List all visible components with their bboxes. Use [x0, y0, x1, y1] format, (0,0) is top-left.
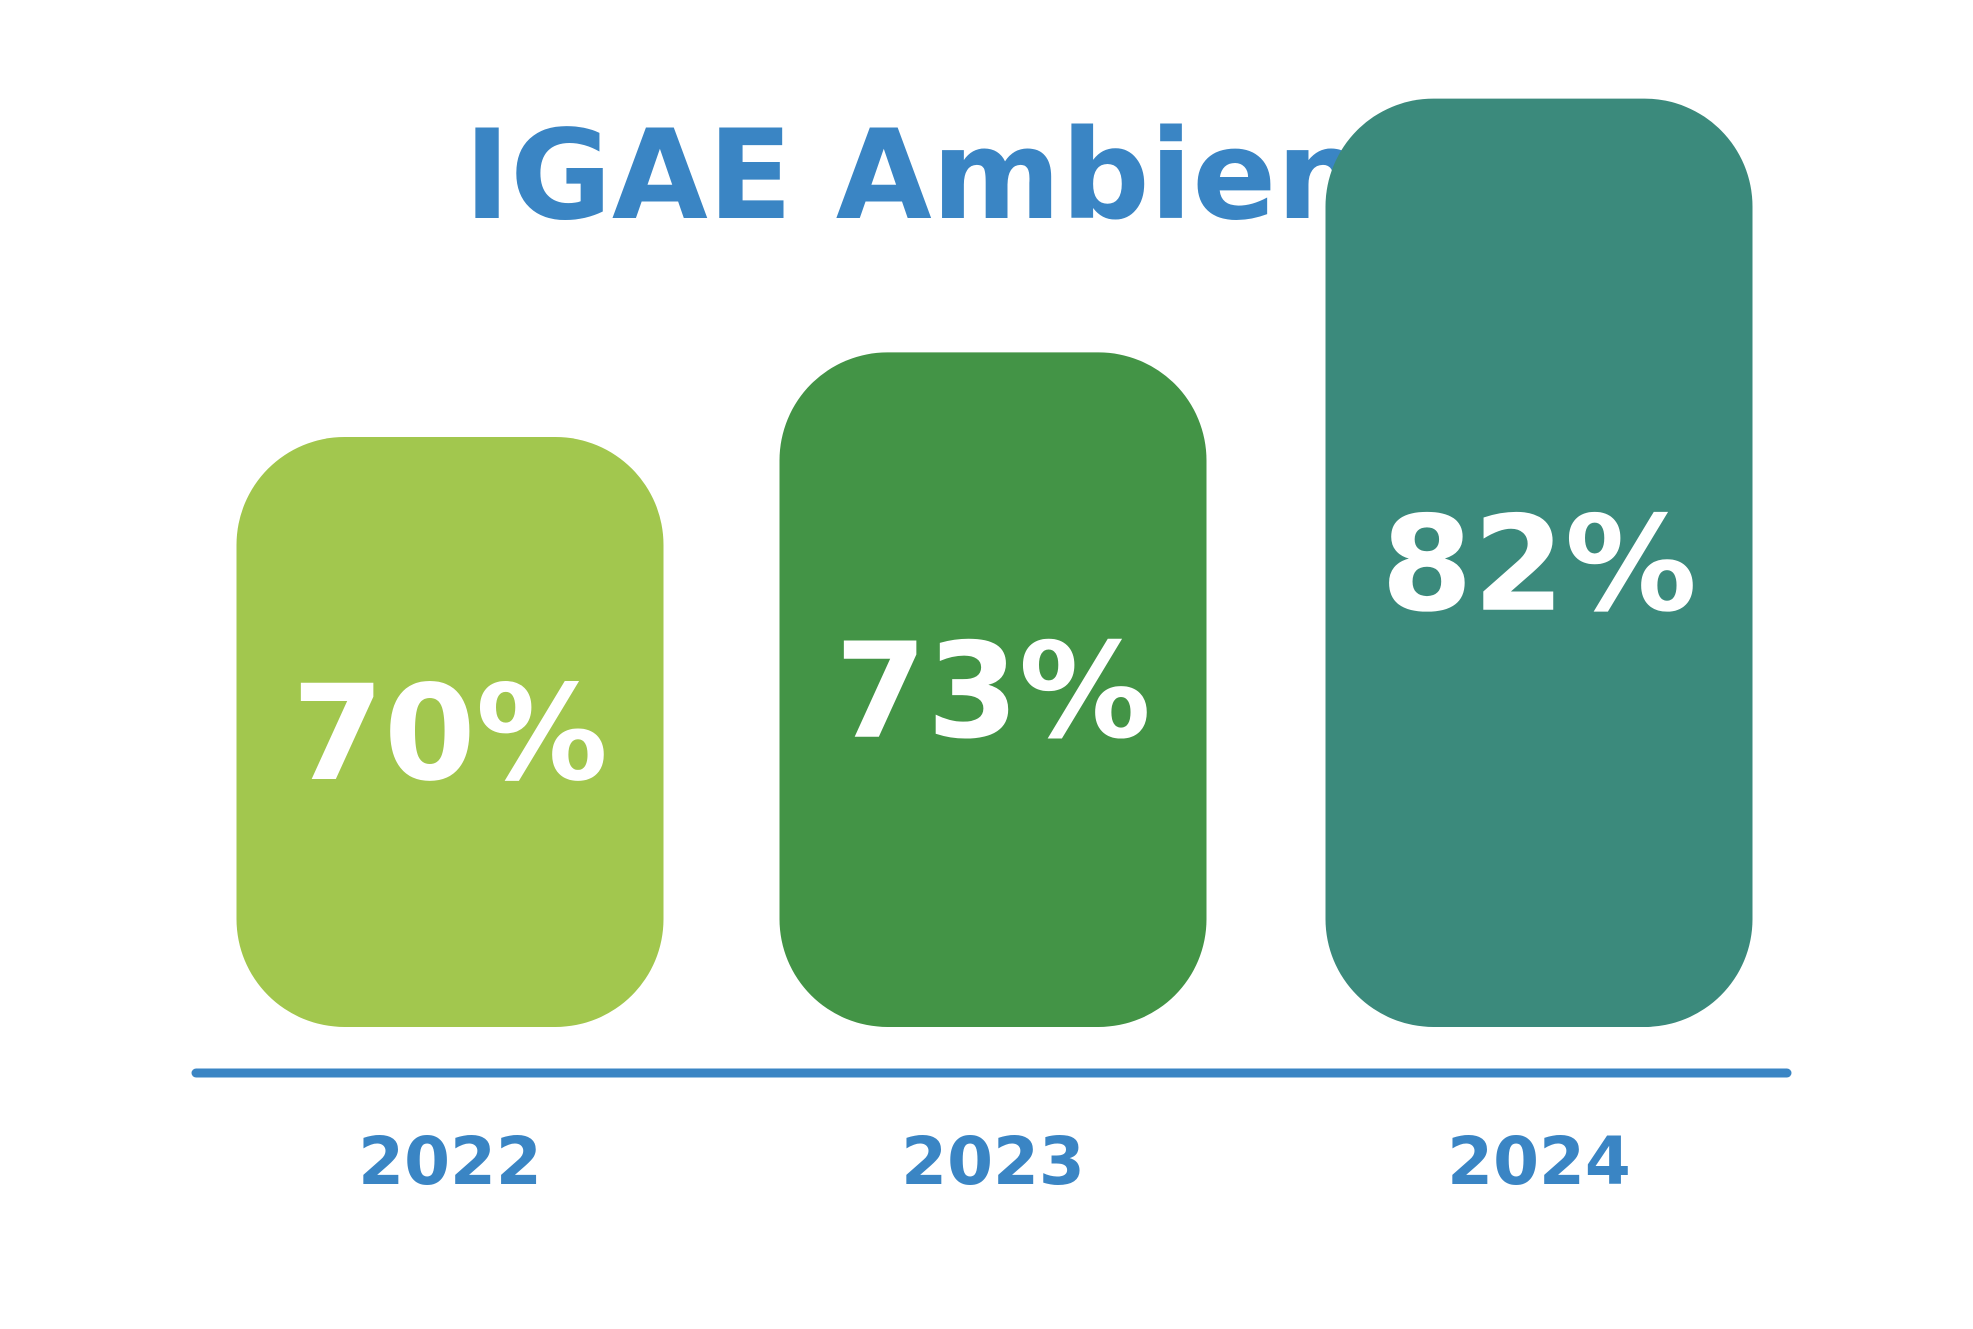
x-tick-label: 2022 [358, 1123, 542, 1200]
bars-layer: 70% 73% 82% [236, 98, 1753, 1028]
x-tick-label: 2024 [1447, 1123, 1631, 1200]
bar-value-label: 82% [1381, 488, 1697, 642]
bar-2022 [236, 437, 664, 1027]
bar-2023 [779, 352, 1207, 1027]
x-tick-label: 2023 [901, 1123, 1085, 1200]
bar-value-label: 70% [292, 657, 608, 811]
bar-value-label: 73% [835, 615, 1151, 769]
labels-layer: 2022 2023 2024 [358, 1123, 1631, 1200]
bar-2024 [1325, 98, 1753, 1028]
